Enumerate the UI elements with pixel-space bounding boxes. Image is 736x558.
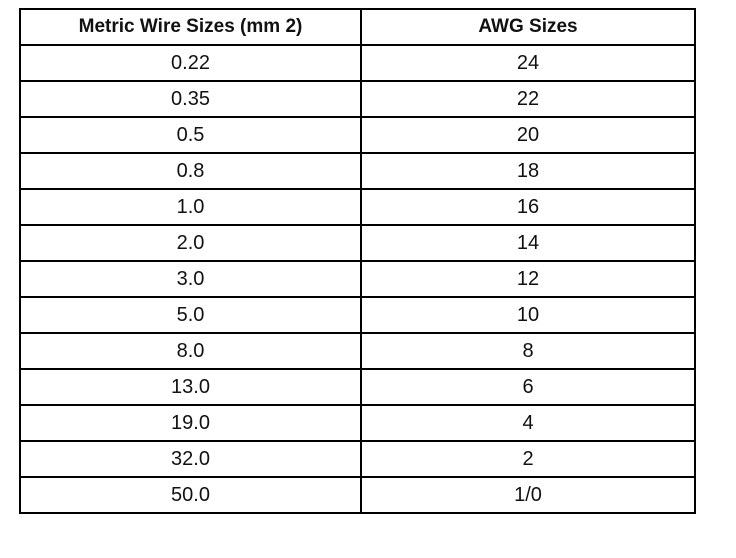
table-cell: 6 (360, 368, 696, 406)
table-row: 13.0 6 (19, 368, 696, 406)
table-row: 50.0 1/0 (19, 476, 696, 514)
table-cell: 13.0 (19, 368, 362, 406)
table-cell: 24 (360, 44, 696, 82)
column-header: AWG Sizes (360, 8, 696, 46)
table-cell: 14 (360, 224, 696, 262)
table-cell: 22 (360, 80, 696, 118)
table-cell: 19.0 (19, 404, 362, 442)
table-row: 8.0 8 (19, 332, 696, 370)
wire-size-table: Metric Wire Sizes (mm 2) AWG Sizes 0.22 24… (19, 8, 696, 514)
table-header: Metric Wire Sizes (mm 2) AWG Sizes (19, 8, 696, 46)
table-cell: 12 (360, 260, 696, 298)
table-cell: 50.0 (19, 476, 362, 514)
table-row: 19.0 4 (19, 404, 696, 442)
table-row: 1.0 16 (19, 188, 696, 226)
table-row: 0.35 22 (19, 80, 696, 118)
table-cell: 1/0 (360, 476, 696, 514)
column-header: Metric Wire Sizes (mm 2) (19, 8, 362, 46)
table-cell: 16 (360, 188, 696, 226)
table-cell: 8 (360, 332, 696, 370)
table-row: 5.0 10 (19, 296, 696, 334)
table-cell: 18 (360, 152, 696, 190)
table-row: 0.8 18 (19, 152, 696, 190)
table-cell: 2 (360, 440, 696, 478)
table-cell: 32.0 (19, 440, 362, 478)
table-cell: 0.5 (19, 116, 362, 154)
table-cell: 5.0 (19, 296, 362, 334)
table-body: 0.22 24 0.35 22 0.5 20 0.8 18 1.0 16 2.0 14 3.0 12 5.0… (19, 44, 696, 514)
table-row: 0.5 20 (19, 116, 696, 154)
table-row: 2.0 14 (19, 224, 696, 262)
table-cell: 2.0 (19, 224, 362, 262)
table-cell: 3.0 (19, 260, 362, 298)
table-cell: 0.22 (19, 44, 362, 82)
table-row: 0.22 24 (19, 44, 696, 82)
header-row: Metric Wire Sizes (mm 2) AWG Sizes (19, 8, 696, 46)
table-cell: 20 (360, 116, 696, 154)
table-row: 32.0 2 (19, 440, 696, 478)
table-cell: 4 (360, 404, 696, 442)
table-cell: 0.8 (19, 152, 362, 190)
table-cell: 10 (360, 296, 696, 334)
table-cell: 8.0 (19, 332, 362, 370)
table-row: 3.0 12 (19, 260, 696, 298)
table-cell: 1.0 (19, 188, 362, 226)
table-cell: 0.35 (19, 80, 362, 118)
